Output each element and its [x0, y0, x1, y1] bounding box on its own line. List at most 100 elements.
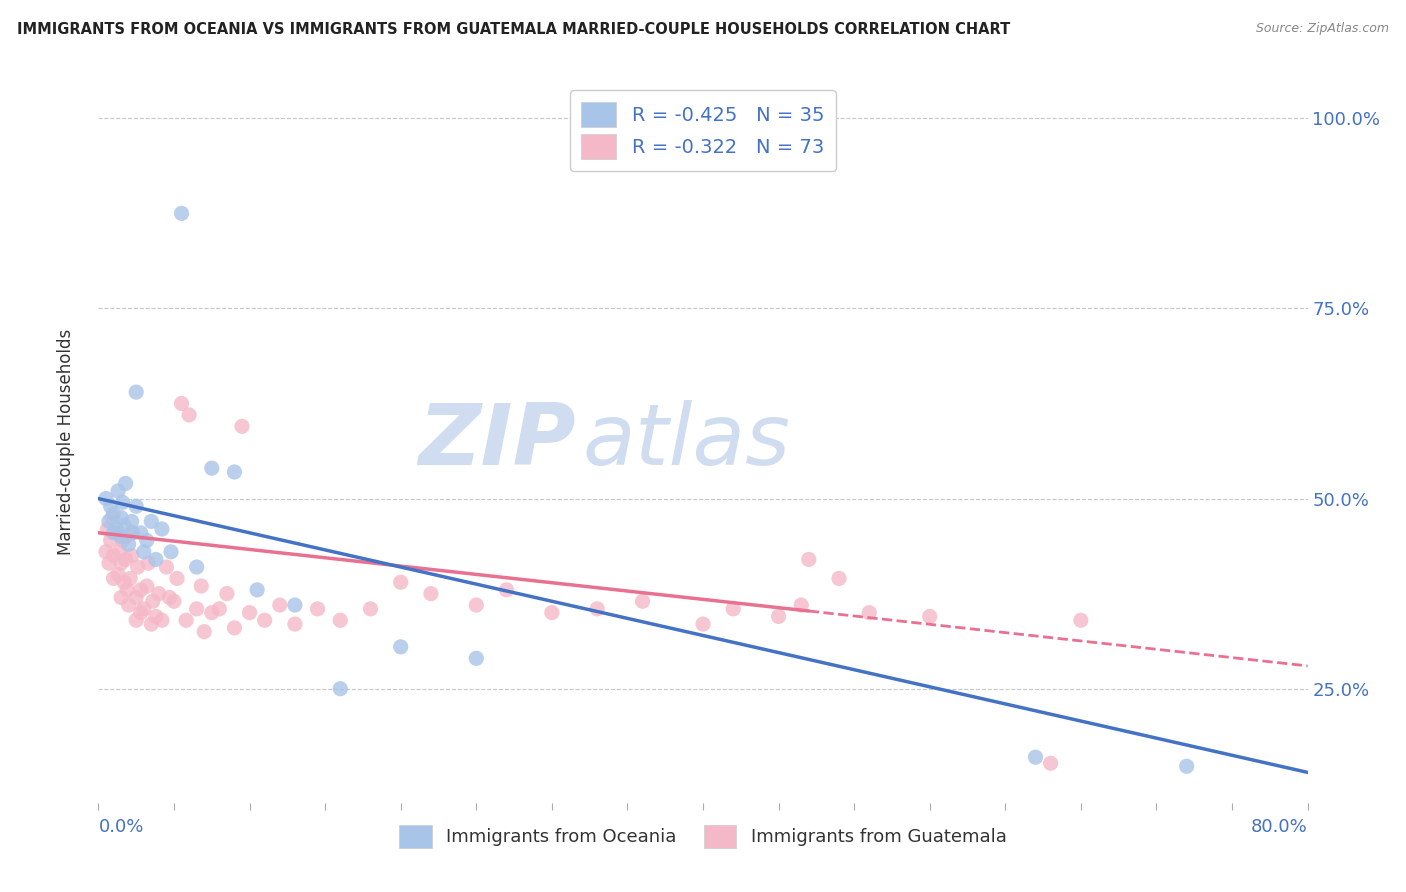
Point: [253, 613, 276, 627]
Point: [148, 587, 170, 601]
Point: [136, 556, 159, 570]
Text: 0.0%: 0.0%: [98, 818, 143, 836]
Point: [118, 537, 141, 551]
Point: [193, 624, 215, 639]
Point: [135, 579, 157, 593]
Point: [121, 525, 143, 540]
Point: [828, 571, 851, 585]
Point: [420, 587, 443, 601]
Point: [1070, 613, 1092, 627]
Point: [125, 591, 148, 605]
Point: [723, 602, 745, 616]
Point: [495, 582, 517, 597]
Point: [129, 525, 152, 540]
Point: [127, 560, 149, 574]
Point: [269, 598, 291, 612]
Point: [389, 640, 412, 654]
Point: [94, 491, 117, 506]
Point: [215, 587, 238, 601]
Point: [135, 533, 157, 548]
Point: [307, 602, 329, 616]
Text: ZIP: ZIP: [419, 400, 576, 483]
Point: [150, 613, 173, 627]
Point: [105, 525, 128, 540]
Point: [107, 483, 129, 498]
Point: [159, 591, 181, 605]
Point: [160, 545, 183, 559]
Text: IMMIGRANTS FROM OCEANIA VS IMMIGRANTS FROM GUATEMALA MARRIED-COUPLE HOUSEHOLDS C: IMMIGRANTS FROM OCEANIA VS IMMIGRANTS FR…: [17, 22, 1010, 37]
Point: [120, 571, 142, 585]
Point: [186, 560, 208, 574]
Point: [201, 606, 224, 620]
Point: [142, 594, 165, 608]
Y-axis label: Married-couple Households: Married-couple Households: [56, 328, 75, 555]
Point: [103, 525, 125, 540]
Point: [129, 606, 152, 620]
Point: [1175, 759, 1198, 773]
Text: Source: ZipAtlas.com: Source: ZipAtlas.com: [1256, 22, 1389, 36]
Point: [360, 602, 382, 616]
Point: [208, 602, 231, 616]
Point: [465, 598, 488, 612]
Point: [103, 571, 125, 585]
Point: [122, 525, 145, 540]
Point: [103, 507, 125, 521]
Point: [790, 598, 813, 612]
Point: [103, 549, 125, 563]
Point: [692, 617, 714, 632]
Point: [224, 465, 246, 479]
Point: [110, 510, 132, 524]
Point: [150, 522, 173, 536]
Text: atlas: atlas: [582, 400, 790, 483]
Point: [190, 579, 212, 593]
Point: [389, 575, 412, 590]
Point: [114, 530, 136, 544]
Point: [107, 567, 129, 582]
Point: [115, 582, 138, 597]
Point: [768, 609, 790, 624]
Point: [129, 582, 152, 597]
Point: [586, 602, 609, 616]
Point: [797, 552, 820, 566]
Point: [540, 606, 562, 620]
Point: [918, 609, 941, 624]
Point: [246, 582, 269, 597]
Point: [186, 602, 208, 616]
Point: [284, 598, 307, 612]
Point: [145, 552, 167, 566]
Point: [114, 552, 136, 566]
Point: [1024, 750, 1046, 764]
Point: [96, 522, 118, 536]
Point: [329, 613, 352, 627]
Point: [100, 499, 122, 513]
Point: [110, 530, 132, 544]
Point: [132, 545, 155, 559]
Point: [118, 598, 141, 612]
Point: [858, 606, 880, 620]
Point: [125, 385, 148, 400]
Point: [174, 613, 197, 627]
Point: [114, 476, 136, 491]
Point: [179, 408, 201, 422]
Point: [132, 602, 155, 616]
Point: [141, 617, 163, 632]
Point: [465, 651, 488, 665]
Point: [1039, 756, 1062, 771]
Point: [284, 617, 307, 632]
Point: [111, 533, 134, 548]
Point: [110, 591, 132, 605]
Point: [98, 515, 121, 529]
Point: [631, 594, 654, 608]
Point: [163, 594, 186, 608]
Point: [112, 518, 135, 533]
Point: [110, 556, 132, 570]
Point: [329, 681, 352, 696]
Point: [166, 571, 188, 585]
Text: 80.0%: 80.0%: [1251, 818, 1308, 836]
Point: [125, 613, 148, 627]
Point: [112, 575, 135, 590]
Point: [231, 419, 253, 434]
Point: [170, 396, 193, 410]
Point: [121, 515, 143, 529]
Point: [145, 609, 167, 624]
